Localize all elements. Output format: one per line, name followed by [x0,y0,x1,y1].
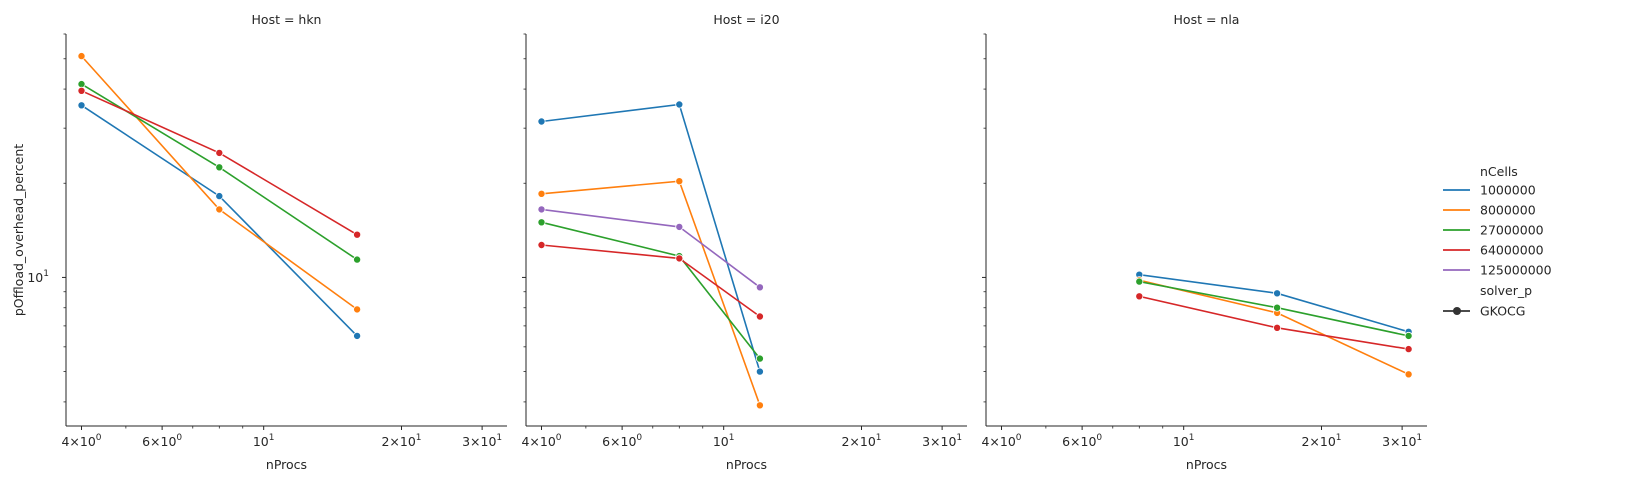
data-point [537,117,546,126]
data-point [215,205,224,214]
legend: nCells 1000000 8000000 27000000 64000000 1250… [1443,164,1552,319]
x-tick-label: 3×101 [922,433,962,449]
data-point [537,189,546,198]
series-1000000 [537,100,764,376]
data-point [77,52,86,61]
series-125000000 [537,205,764,292]
data-point [675,177,684,186]
legend-style-title: solver_p [1480,283,1532,298]
legend-item: 1000000 [1443,183,1536,198]
series-64000000 [77,86,362,239]
data-point [675,222,684,231]
legend-label: 27000000 [1480,223,1544,238]
legend-item: 8000000 [1443,203,1536,218]
series-line [80,55,358,311]
data-point [675,100,684,109]
series-line [81,104,358,337]
legend-title: nCells [1480,164,1518,179]
data-point [77,86,86,95]
data-point [215,163,224,172]
data-point [537,205,546,214]
data-point [1273,303,1282,312]
legend-style-item: GKOCG [1443,304,1525,319]
legend-style-label: GKOCG [1480,304,1525,319]
data-point [353,230,362,239]
series-27000000 [1135,277,1413,340]
x-tick-label: 6×100 [602,433,642,449]
series-line [1139,273,1409,333]
x-tick-label: 6×100 [142,433,182,449]
panel-title: Host = nla [1174,12,1240,27]
x-tick-label: 4×100 [61,433,101,449]
data-point [1404,331,1413,340]
data-point [1404,370,1413,379]
data-point [353,255,362,264]
data-point [215,148,224,157]
series-line [541,221,761,360]
x-tick-label: 3×101 [1382,433,1422,449]
data-point [215,192,224,201]
data-point [1273,289,1282,298]
legend-label: 125000000 [1480,263,1552,278]
series-8000000 [77,52,362,314]
series-27000000 [537,218,764,363]
x-tick-label: 2×101 [381,433,421,449]
x-tick-label: 4×100 [521,433,561,449]
data-point [1135,292,1144,301]
x-tick-label: 3×101 [462,433,502,449]
facet-panel: Host = hkn 101 4×100 6×100 101 2×101 3×101 nPro… [27,12,507,472]
data-point [755,354,764,363]
data-point [755,312,764,321]
x-tick-label: 101 [713,433,735,449]
panel-title: Host = hkn [252,12,322,27]
series-64000000 [1135,292,1413,354]
data-point [353,305,362,314]
data-point [537,218,546,227]
series-line [541,103,761,372]
series-line [81,83,358,261]
data-point [537,240,546,249]
legend-item: 27000000 [1443,223,1544,238]
data-point [755,367,764,376]
legend-item: 125000000 [1443,263,1552,278]
series-64000000 [537,240,764,321]
x-tick-label: 2×101 [1301,433,1341,449]
facet-panel: Host = i20 4×100 6×100 101 2×101 3×101 nProcs [521,12,967,472]
series-8000000 [537,177,764,410]
x-axis-label: nProcs [726,457,767,472]
x-axis-label: nProcs [266,457,307,472]
x-tick-label: 2×101 [841,433,881,449]
data-point [1404,345,1413,354]
x-tick-label: 4×100 [981,433,1021,449]
data-point [675,254,684,263]
data-point [353,331,362,340]
series-line [541,244,761,318]
data-point [755,283,764,292]
facet-panels: Host = hkn 101 4×100 6×100 101 2×101 3×101 nPro… [11,12,1427,472]
y-tick-label: 101 [27,269,49,285]
data-point [755,401,764,410]
x-tick-label: 101 [253,433,275,449]
x-tick-label: 6×100 [1062,433,1102,449]
legend-label: 64000000 [1480,243,1544,258]
legend-label: 1000000 [1480,183,1536,198]
legend-item: 64000000 [1443,243,1544,258]
legend-style-marker [1453,307,1461,315]
x-tick-label: 101 [1173,433,1195,449]
data-point [1273,323,1282,332]
series-1000000 [77,101,362,340]
facet-panel: Host = nla 4×100 6×100 101 2×101 3×101 nProcs [981,12,1427,472]
panel-title: Host = i20 [713,12,779,27]
data-point [1135,277,1144,286]
data-point [77,101,86,110]
series-line [1139,295,1409,350]
x-axis-label: nProcs [1186,457,1227,472]
legend-label: 8000000 [1480,203,1536,218]
data-point [77,80,86,89]
y-axis-label: pOffload_overhead_percent [11,144,26,316]
